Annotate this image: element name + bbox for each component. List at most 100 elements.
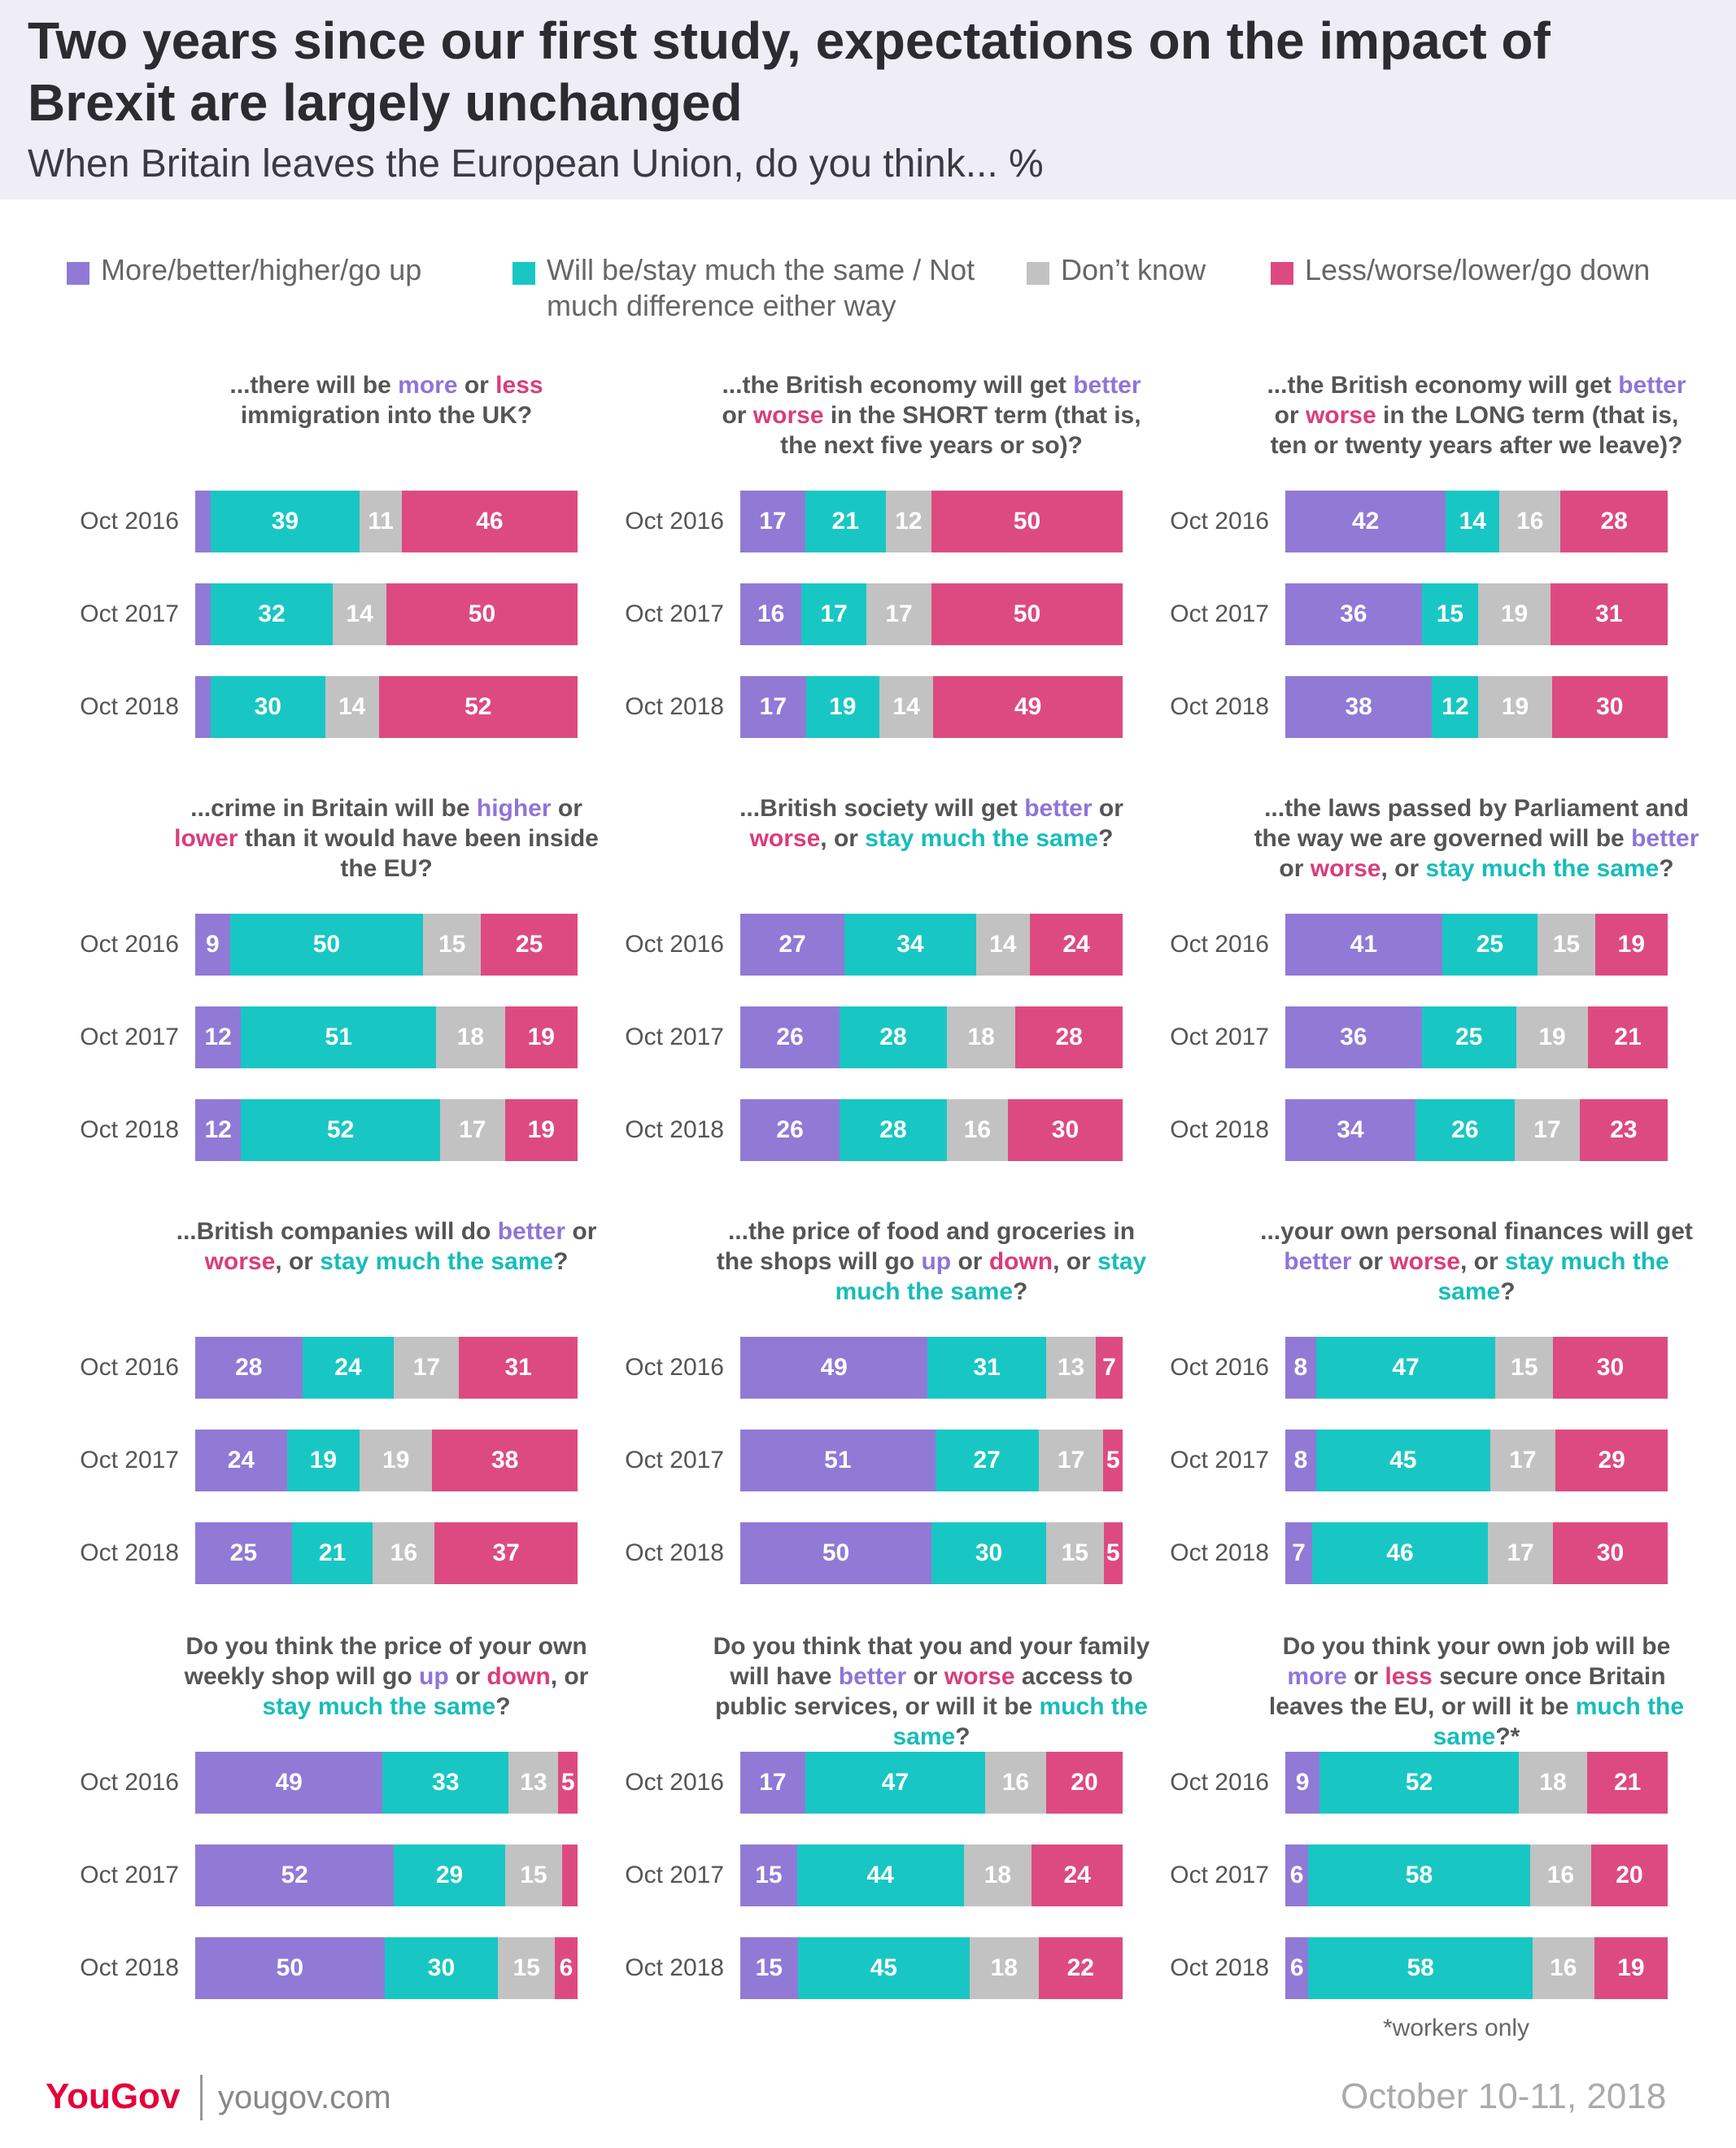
data-label: 51 bbox=[824, 1447, 852, 1473]
stacked-bar: 52 29 15 bbox=[195, 1845, 578, 1906]
question-text: , or bbox=[1460, 1248, 1506, 1275]
data-label: 25 bbox=[1476, 931, 1504, 958]
data-label: 37 bbox=[492, 1539, 520, 1566]
bar-segment-more: 17 bbox=[740, 1752, 805, 1814]
stacked-bar: 6 58 16 20 bbox=[1285, 1845, 1668, 1906]
bar-segment-same: 46 bbox=[1311, 1522, 1489, 1584]
bar-segment-dont-know: 15 bbox=[498, 1937, 556, 1999]
stacked-bar: 51 27 17 5 bbox=[740, 1430, 1123, 1491]
stacked-bar: 17 21 12 50 bbox=[740, 491, 1123, 552]
data-label: 30 bbox=[1596, 1539, 1625, 1566]
data-label: 25 bbox=[515, 931, 543, 958]
bar-segment-less: 49 bbox=[933, 676, 1123, 738]
bar-segment-dont-know: 14 bbox=[325, 676, 379, 738]
row-label: Oct 2017 bbox=[625, 1024, 724, 1050]
bar-segment-less: 6 bbox=[555, 1937, 578, 1999]
row-label: Oct 2018 bbox=[80, 1116, 179, 1143]
row-label: Oct 2016 bbox=[80, 1354, 179, 1381]
panel-question: ...the price of food and groceries in th… bbox=[708, 1216, 1155, 1307]
data-label: 16 bbox=[1001, 1769, 1030, 1796]
data-label: 32 bbox=[258, 600, 286, 627]
row-label: Oct 2018 bbox=[625, 693, 724, 720]
bar-segment-dont-know: 19 bbox=[1478, 583, 1551, 645]
bar-segment-same: 45 bbox=[1315, 1430, 1490, 1491]
question-highlight: better bbox=[1073, 372, 1141, 399]
row-label: Oct 2018 bbox=[80, 1954, 179, 1981]
panel-question: Do you think the price of your own weekl… bbox=[163, 1631, 610, 1722]
bar-segment-same: 25 bbox=[1442, 914, 1538, 976]
data-label: 16 bbox=[1550, 1954, 1577, 1981]
bar-segment-dont-know: 17 bbox=[1490, 1430, 1556, 1491]
data-label: 28 bbox=[1600, 508, 1628, 535]
row-label: Oct 2017 bbox=[1170, 1447, 1269, 1473]
bar-segment-dont-know: 18 bbox=[1518, 1752, 1588, 1814]
stacked-bar: 8 45 17 29 bbox=[1285, 1430, 1668, 1491]
footer-date: October 10-11, 2018 bbox=[1341, 2076, 1667, 2116]
data-label: 12 bbox=[1442, 693, 1469, 720]
bar-segment-more: 49 bbox=[740, 1337, 928, 1399]
bar-segment-less: 50 bbox=[931, 491, 1123, 552]
question-highlight: less bbox=[495, 372, 543, 399]
page-title: Two years since our first study, expecta… bbox=[28, 11, 1551, 132]
data-label: 15 bbox=[1436, 600, 1464, 627]
bar-segment-same: 52 bbox=[1319, 1752, 1519, 1814]
stacked-bar: 32 14 50 bbox=[195, 583, 578, 645]
data-label: 13 bbox=[1057, 1354, 1085, 1381]
data-label: 16 bbox=[963, 1116, 992, 1143]
stacked-bar: 50 30 15 6 bbox=[195, 1937, 578, 1999]
bar-segment-less: 24 bbox=[1030, 914, 1123, 976]
data-label: 18 bbox=[1539, 1769, 1567, 1796]
stacked-bar: 49 33 13 5 bbox=[195, 1752, 578, 1814]
bar-segment-more: 7 bbox=[1285, 1522, 1312, 1584]
data-label: 52 bbox=[326, 1116, 355, 1143]
question-highlight: stay much the same bbox=[865, 825, 1099, 852]
question-text: access to public services, or will it be bbox=[715, 1663, 1133, 1720]
bar-segment-more: 16 bbox=[740, 583, 802, 645]
bar-segment-dont-know: 16 bbox=[1532, 1937, 1594, 1999]
data-label: 20 bbox=[1616, 1862, 1643, 1888]
stacked-bar: 39 11 46 bbox=[195, 491, 578, 552]
data-label: 8 bbox=[1293, 1354, 1308, 1381]
footer-divider bbox=[200, 2075, 203, 2120]
row-label: Oct 2016 bbox=[625, 1354, 724, 1381]
question-text: ...the British economy will get bbox=[722, 372, 1074, 399]
bar-segment-dont-know: 17 bbox=[1038, 1430, 1104, 1491]
question-highlight: worse bbox=[1310, 855, 1381, 882]
bar-segment-dont-know: 19 bbox=[1516, 1006, 1589, 1068]
bar-segment-less: 38 bbox=[432, 1430, 578, 1491]
stacked-bar: 17 47 16 20 bbox=[740, 1752, 1123, 1814]
question-text: than it would have been inside the EU? bbox=[238, 825, 599, 882]
chart-panel: Do you think that you and your family wi… bbox=[586, 1631, 1149, 2038]
row-label: Oct 2017 bbox=[625, 1447, 724, 1473]
data-label: 34 bbox=[1337, 1116, 1364, 1143]
header-band: Two years since our first study, expecta… bbox=[0, 0, 1736, 199]
data-label: 21 bbox=[831, 508, 859, 535]
question-highlight: up bbox=[921, 1248, 952, 1275]
question-text: or bbox=[1279, 855, 1311, 882]
row-label: Oct 2016 bbox=[625, 931, 724, 958]
row-label: Oct 2016 bbox=[80, 931, 179, 958]
stacked-bar: 15 44 18 24 bbox=[740, 1845, 1123, 1906]
bar-segment-same: 24 bbox=[302, 1337, 395, 1399]
question-text: ? bbox=[1659, 855, 1674, 882]
data-label: 17 bbox=[885, 600, 913, 627]
data-label: 45 bbox=[1389, 1447, 1417, 1473]
bar-segment-less: 20 bbox=[1045, 1752, 1123, 1814]
bar-segment-same: 34 bbox=[844, 914, 976, 976]
bar-segment-dont-know: 18 bbox=[436, 1006, 505, 1068]
bar-segment-same: 15 bbox=[1421, 583, 1479, 645]
data-label: 29 bbox=[1598, 1447, 1625, 1473]
data-label: 19 bbox=[1538, 1024, 1566, 1050]
data-label: 15 bbox=[438, 931, 466, 958]
bar-segment-more: 24 bbox=[195, 1430, 287, 1491]
stacked-bar: 17 19 14 49 bbox=[740, 676, 1123, 738]
footer-url[interactable]: yougov.com bbox=[218, 2080, 391, 2115]
data-label: 17 bbox=[759, 508, 787, 535]
chart-panel: ...British society will get better or wo… bbox=[586, 793, 1123, 1200]
data-label: 30 bbox=[427, 1954, 456, 1981]
bar-segment-more: 52 bbox=[195, 1845, 395, 1906]
question-text: or bbox=[722, 402, 753, 429]
data-label: 26 bbox=[1451, 1116, 1479, 1143]
bar-segment-same: 52 bbox=[241, 1099, 440, 1161]
bar-segment-less: 50 bbox=[931, 583, 1123, 645]
